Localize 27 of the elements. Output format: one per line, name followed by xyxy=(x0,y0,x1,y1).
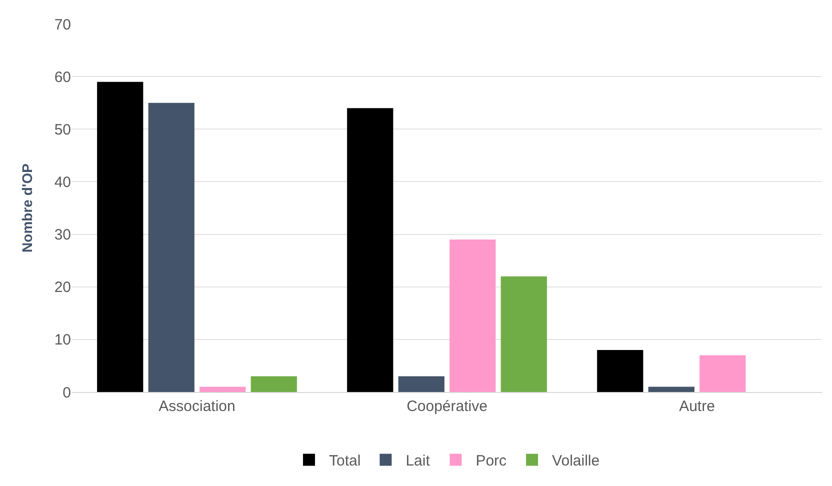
bar xyxy=(597,350,644,392)
bar xyxy=(250,376,297,392)
bar xyxy=(500,276,547,392)
bar xyxy=(347,108,394,392)
legend-label: Lait xyxy=(406,452,431,470)
bar xyxy=(200,386,246,392)
bar xyxy=(450,240,496,392)
legend-label: Total xyxy=(329,452,361,470)
y-tick-label: 20 xyxy=(54,279,71,296)
y-axis-title: Nombre d'OP xyxy=(18,164,35,252)
legend-label: Volaille xyxy=(552,452,600,470)
bar xyxy=(398,376,444,392)
legend-label: Porc xyxy=(476,452,508,470)
x-tick-label: Coopérative xyxy=(406,398,488,415)
bar xyxy=(648,386,694,392)
y-tick-label: 70 xyxy=(54,16,71,34)
y-tick-label: 30 xyxy=(54,226,71,244)
y-tick-label: 0 xyxy=(62,384,71,402)
y-tick-label: 40 xyxy=(54,174,71,191)
y-tick-label: 60 xyxy=(54,68,71,86)
y-tick-label: 10 xyxy=(54,332,71,349)
y-tick-label: 50 xyxy=(54,121,71,138)
bar xyxy=(148,102,194,392)
x-tick-label: Autre xyxy=(679,398,715,415)
bar xyxy=(97,82,144,392)
bar xyxy=(700,355,746,392)
x-tick-label: Association xyxy=(158,398,236,415)
